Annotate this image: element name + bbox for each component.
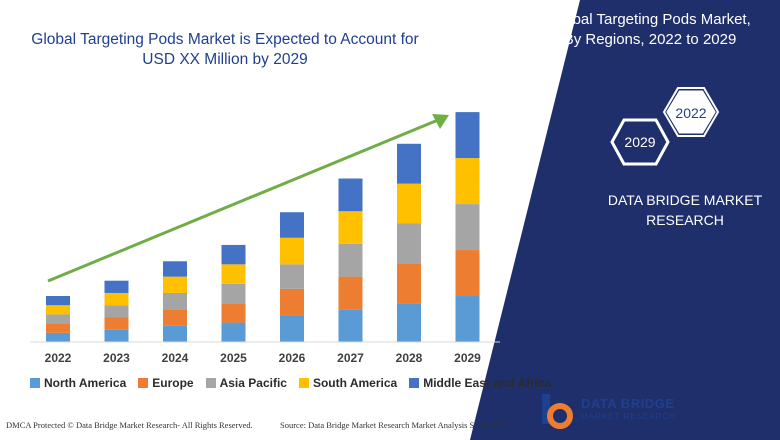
logo-name: DATA BRIDGE [581,396,675,411]
bar-segment-2022-south-america [46,305,70,315]
x-tick-label: 2024 [162,351,189,365]
legend-label: North America [44,376,127,390]
bar-segment-2022-asia-pacific [46,314,70,324]
legend-item-asia-pacific: Asia Pacific [205,376,287,390]
bar-segment-2026-asia-pacific [280,264,304,289]
bar-segment-2024-south-america [163,276,187,293]
panel-title-line1: Global Targeting Pods Market, [549,11,751,28]
trend-arrow-head [432,114,449,129]
stacked-bar-chart: 2022 2023 2024 2025 2026 2027 2028 2029 [30,112,500,365]
x-tick-labels: 2022 2023 2024 2025 2026 2027 2028 2029 [45,351,482,365]
bar-segment-2022-middle-east-and-africa [46,296,70,306]
legend-item-europe: Europe [138,376,194,390]
bar-segment-2023-asia-pacific [104,305,129,318]
bar-segment-2029-middle-east-and-africa [455,112,480,159]
x-tick-label: 2029 [454,351,481,365]
logo-bowl [547,403,573,429]
chart-title: Global Targeting Pods Market is Expected… [20,30,430,70]
bar-segment-2024-north-america [163,325,187,342]
bar-segment-2025-south-america [221,264,246,284]
bar-segment-2023-europe [104,317,129,330]
x-tick-label: 2025 [220,351,247,365]
bar-segment-2029-europe [455,250,480,297]
bar-segment-2024-asia-pacific [163,292,187,310]
bar-segment-2026-north-america [280,315,304,342]
logo-stem [542,394,550,424]
trend-arrow-line [47,118,439,283]
bar-segment-2027-north-america [338,309,363,342]
footer-source: Source: Data Bridge Market Research Mark… [280,420,509,430]
bar-segment-2023-middle-east-and-africa [104,280,129,293]
bar-segment-2029-north-america [455,296,480,342]
chart-legend: North America Europe Asia Pacific South … [30,376,551,390]
x-tick-label: 2022 [45,351,72,365]
bar-segment-2024-middle-east-and-africa [163,261,187,277]
bar-segment-2027-asia-pacific [338,243,363,277]
bar-segment-2026-south-america [280,237,304,265]
brand-text: DATA BRIDGE MARKET RESEARCH [600,190,770,230]
x-tick-label: 2026 [279,351,306,365]
legend-swatch [205,378,216,388]
legend-swatch [409,378,420,388]
bar-segment-2025-north-america [221,322,246,342]
hex-year-2029: 2029 [624,134,656,150]
legend-label: Middle East and Africa [423,376,552,390]
bar-segment-2022-north-america [46,332,70,342]
logo-icon [542,394,573,429]
bar-segment-2027-south-america [338,211,363,244]
bar-segment-2028-asia-pacific [397,223,421,264]
bar-segment-2025-middle-east-and-africa [221,244,246,265]
legend-item-south-america: South America [298,376,398,390]
brand-line1: DATA BRIDGE MARKET [607,192,763,208]
hex-year-2022: 2022 [675,105,707,121]
logo-tagline: MARKET RESEARCH [581,412,676,421]
legend-item-middle-east-africa: Middle East and Africa [409,376,551,390]
legend-label: Asia Pacific [219,376,287,390]
bar-segment-2026-middle-east-and-africa [280,212,304,238]
bar-segment-2029-south-america [455,158,480,205]
bar-segment-2026-europe [280,288,304,316]
bar-segment-2023-south-america [104,292,129,306]
bar-segment-2028-south-america [397,183,421,224]
legend-swatch [298,378,309,388]
footer-copyright: DMCA Protected © Data Bridge Market Rese… [6,420,253,430]
bar-segment-2028-middle-east-and-africa [397,143,421,184]
x-tick-label: 2027 [337,351,364,365]
panel-title: Global Targeting Pods Market, By Regions… [530,10,770,50]
bar-segment-2028-north-america [397,303,421,342]
bar-segment-2029-asia-pacific [455,204,480,251]
bar-segment-2024-europe [163,309,187,326]
legend-label: Europe [152,376,194,390]
bar-segment-2025-europe [221,303,246,323]
legend-swatch [138,378,149,388]
brand-line2: RESEARCH [646,212,724,228]
x-tick-label: 2028 [396,351,423,365]
x-tick-label: 2023 [103,351,130,365]
panel-title-line2: By Regions, 2022 to 2029 [563,31,737,48]
bar-segment-2028-europe [397,263,421,304]
legend-label: South America [312,376,398,390]
bars-group [46,112,480,342]
bar-segment-2027-europe [338,276,363,310]
bar-segment-2025-asia-pacific [221,283,246,304]
legend-swatch [30,378,40,388]
bar-segment-2022-europe [46,323,70,333]
bar-segment-2023-north-america [104,329,129,342]
trend-arrow [47,114,449,283]
bar-segment-2027-middle-east-and-africa [338,178,363,212]
legend-item-north-america: North America [30,376,126,390]
chart-title-text: Global Targeting Pods Market is Expected… [31,31,419,68]
